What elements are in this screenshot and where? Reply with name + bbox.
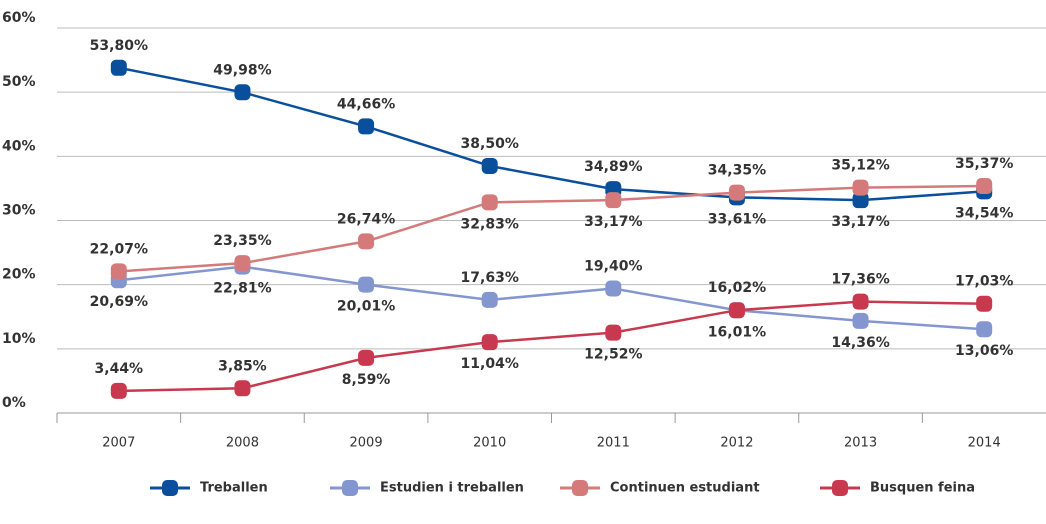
y-tick-label: 10% [2, 331, 36, 347]
y-tick-label: 60% [2, 10, 36, 26]
data-label: 20,01% [337, 299, 395, 315]
point [852, 179, 869, 196]
point [976, 178, 993, 195]
point [481, 157, 498, 174]
x-tick-label: 2010 [473, 436, 506, 451]
data-label: 35,37% [955, 156, 1013, 172]
point [976, 321, 993, 338]
point [110, 59, 127, 76]
point [481, 291, 498, 308]
data-label: 13,06% [955, 343, 1013, 359]
series-line [118, 300, 985, 393]
point [234, 380, 251, 397]
data-label: 33,17% [584, 214, 642, 230]
data-label: 19,40% [584, 259, 642, 275]
x-tick-label: 2014 [968, 436, 1001, 451]
point [481, 334, 498, 351]
data-label: 16,02% [708, 280, 766, 296]
data-label: 17,36% [831, 272, 889, 288]
point [728, 302, 745, 319]
data-label: 35,12% [831, 158, 889, 174]
point [358, 233, 375, 250]
data-label: 11,04% [461, 356, 519, 372]
legend-label: Treballen [200, 481, 268, 496]
legend-label: Continuen estudiant [610, 481, 760, 496]
legend-label: Busquen feina [870, 481, 975, 496]
data-label: 34,54% [955, 205, 1013, 221]
point [358, 349, 375, 366]
point [110, 382, 127, 399]
point [976, 295, 993, 312]
point [234, 255, 251, 272]
point [234, 84, 251, 101]
legend-marker [342, 480, 358, 496]
data-label: 23,35% [213, 233, 271, 249]
data-label: 49,98% [213, 62, 271, 78]
series-line [118, 184, 985, 273]
data-label: 53,80% [90, 38, 148, 54]
data-label: 22,81% [213, 281, 271, 297]
data-label: 34,35% [708, 163, 766, 179]
data-label: 17,63% [461, 270, 519, 286]
data-label: 8,59% [342, 372, 391, 388]
x-tick-label: 2009 [350, 436, 383, 451]
legend-marker [832, 480, 848, 496]
data-label: 12,52% [584, 347, 642, 363]
data-label: 22,07% [90, 241, 148, 257]
point [358, 118, 375, 135]
y-tick-label: 30% [2, 203, 36, 219]
data-label: 3,44% [95, 361, 144, 377]
point [605, 280, 622, 297]
point [852, 312, 869, 329]
x-tick-label: 2007 [102, 436, 135, 451]
data-label: 34,89% [584, 159, 642, 175]
data-label: 33,61% [708, 211, 766, 227]
data-label: 3,85% [218, 358, 267, 374]
y-tick-label: 0% [2, 395, 26, 411]
data-label: 20,69% [90, 294, 148, 310]
x-tick-label: 2011 [597, 436, 630, 451]
point [481, 194, 498, 211]
data-label: 14,36% [831, 335, 889, 351]
data-label: 16,01% [708, 324, 766, 340]
y-tick-label: 50% [2, 74, 36, 90]
data-label: 32,83% [461, 216, 519, 232]
point [110, 263, 127, 280]
legend-marker [572, 480, 588, 496]
legend-label: Estudien i treballen [380, 481, 524, 496]
point [728, 184, 745, 201]
data-label: 44,66% [337, 96, 395, 112]
data-label: 17,03% [955, 274, 1013, 290]
point [358, 276, 375, 293]
y-tick-label: 40% [2, 138, 36, 154]
data-label: 33,17% [831, 214, 889, 230]
x-tick-label: 2008 [226, 436, 259, 451]
series-line [118, 66, 985, 202]
legend-marker [162, 480, 178, 496]
point [852, 293, 869, 310]
y-tick-label: 20% [2, 267, 36, 283]
point [605, 192, 622, 209]
x-tick-label: 2013 [844, 436, 877, 451]
point [605, 324, 622, 341]
point [852, 192, 869, 209]
data-label: 38,50% [461, 136, 519, 152]
series-line [118, 265, 985, 331]
data-label: 26,74% [337, 211, 395, 227]
x-tick-label: 2012 [720, 436, 753, 451]
